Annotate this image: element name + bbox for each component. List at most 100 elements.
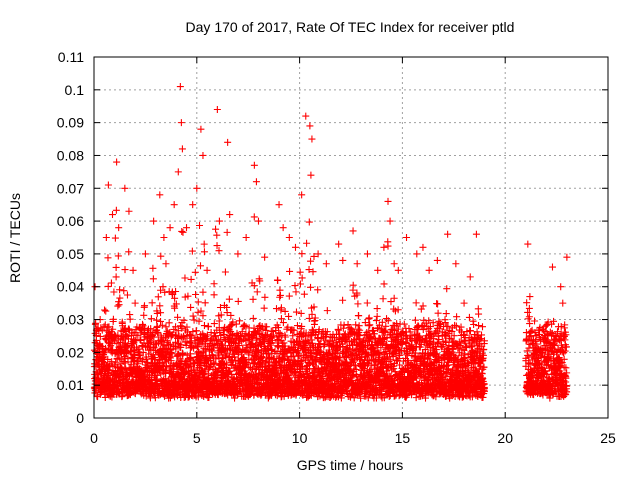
data-point [179,228,187,236]
data-point [285,312,293,320]
data-point [159,283,167,291]
data-point [157,286,165,294]
data-point [355,312,363,320]
data-point [210,280,218,288]
data-point [100,349,108,357]
data-point [215,317,223,325]
data-point [197,262,205,270]
data-point [140,311,148,319]
data-point [162,323,170,331]
data-point [305,218,313,226]
data-point [240,322,248,330]
data-point [379,295,387,303]
data-point [400,320,408,328]
data-point [466,327,474,335]
data-point [183,338,191,346]
data-point [182,341,190,349]
data-point [363,299,371,307]
data-point [387,298,395,306]
data-point [123,291,131,299]
data-point [470,320,478,328]
data-point [140,371,148,379]
data-point [104,282,112,290]
data-point [417,305,425,313]
data-point [153,309,161,317]
data-point [143,358,151,366]
data-point [272,305,280,313]
data-point [235,342,243,350]
data-point [121,266,129,274]
data-point [109,325,117,333]
data-point [249,314,257,322]
data-point [114,252,122,260]
data-point [136,336,144,344]
data-point [412,299,420,307]
data-point [199,288,207,296]
data-point [203,331,211,339]
data-point [178,322,186,330]
data-point [187,303,195,311]
data-point [190,316,198,324]
data-point [116,294,124,302]
data-point [101,306,109,314]
data-point [323,307,331,315]
data-point [149,264,157,272]
data-point [169,291,177,299]
data-point [98,326,106,334]
data-point [125,248,133,256]
data-point [221,268,229,276]
data-point [223,309,231,317]
data-point [216,329,224,337]
data-point [196,221,204,229]
data-point [157,252,165,260]
data-point [190,359,198,367]
data-point [158,321,166,329]
data-point [285,292,293,300]
data-point [109,315,117,323]
data-point [292,288,300,296]
data-point [354,300,362,308]
data-point [154,293,162,301]
data-point [180,316,188,324]
data-point [365,314,373,322]
data-point [227,311,235,319]
data-point [185,331,193,339]
data-point [104,254,112,262]
data-point [194,298,202,306]
data-point [223,360,231,368]
data-point [292,308,300,316]
data-point [215,247,223,255]
data-point [159,362,167,370]
data-point [92,319,100,327]
data-point [112,206,120,214]
data-point [172,288,180,296]
data-point [115,301,123,309]
data-point [390,294,398,302]
data-point [253,288,261,296]
data-point [452,322,460,330]
data-point [178,227,186,235]
data-point [307,257,315,265]
data-point [104,355,112,363]
data-point [194,308,202,316]
data-point [475,322,483,330]
data-point [180,333,188,341]
data-point [165,319,173,327]
data-point [276,293,284,301]
data-point [200,240,208,248]
data-point [207,329,215,337]
data-point [164,341,172,349]
data-point [349,281,357,289]
data-point [297,309,305,317]
data-point [339,296,347,304]
data-point [192,327,200,335]
data-point [153,322,161,330]
data-point [225,295,233,303]
data-point [122,349,130,357]
data-point [303,239,311,247]
data-point [197,307,205,315]
data-point [157,317,165,325]
data-point [223,228,231,236]
data-point [147,315,155,323]
data-point [120,287,128,295]
